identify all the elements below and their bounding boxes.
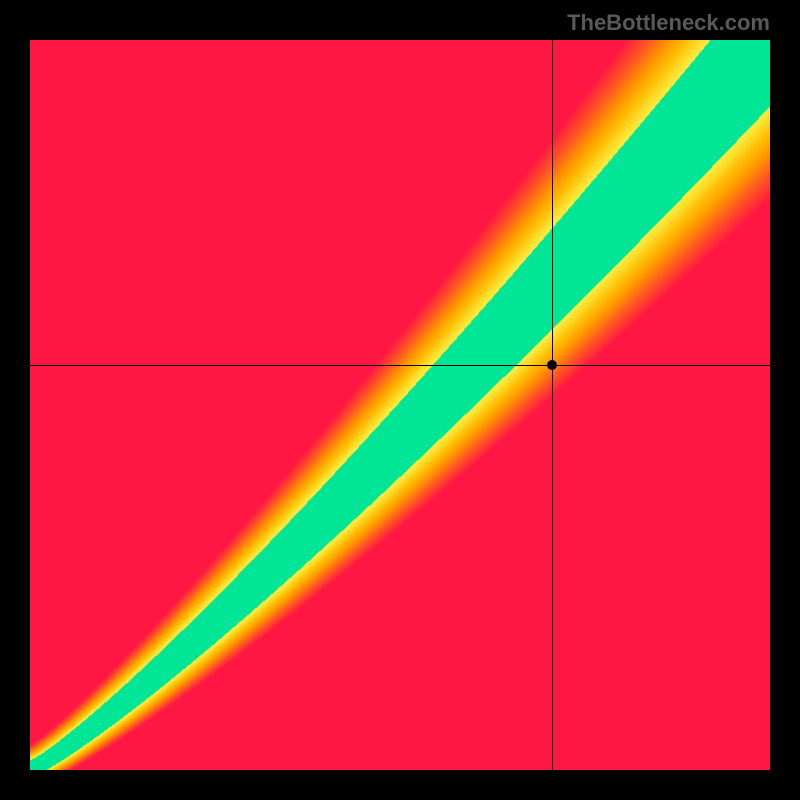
crosshair-horizontal (30, 365, 770, 366)
plot-area (30, 40, 770, 770)
crosshair-marker (547, 360, 557, 370)
crosshair-vertical (552, 40, 553, 770)
heatmap-canvas (30, 40, 770, 770)
watermark-text: TheBottleneck.com (567, 10, 770, 36)
